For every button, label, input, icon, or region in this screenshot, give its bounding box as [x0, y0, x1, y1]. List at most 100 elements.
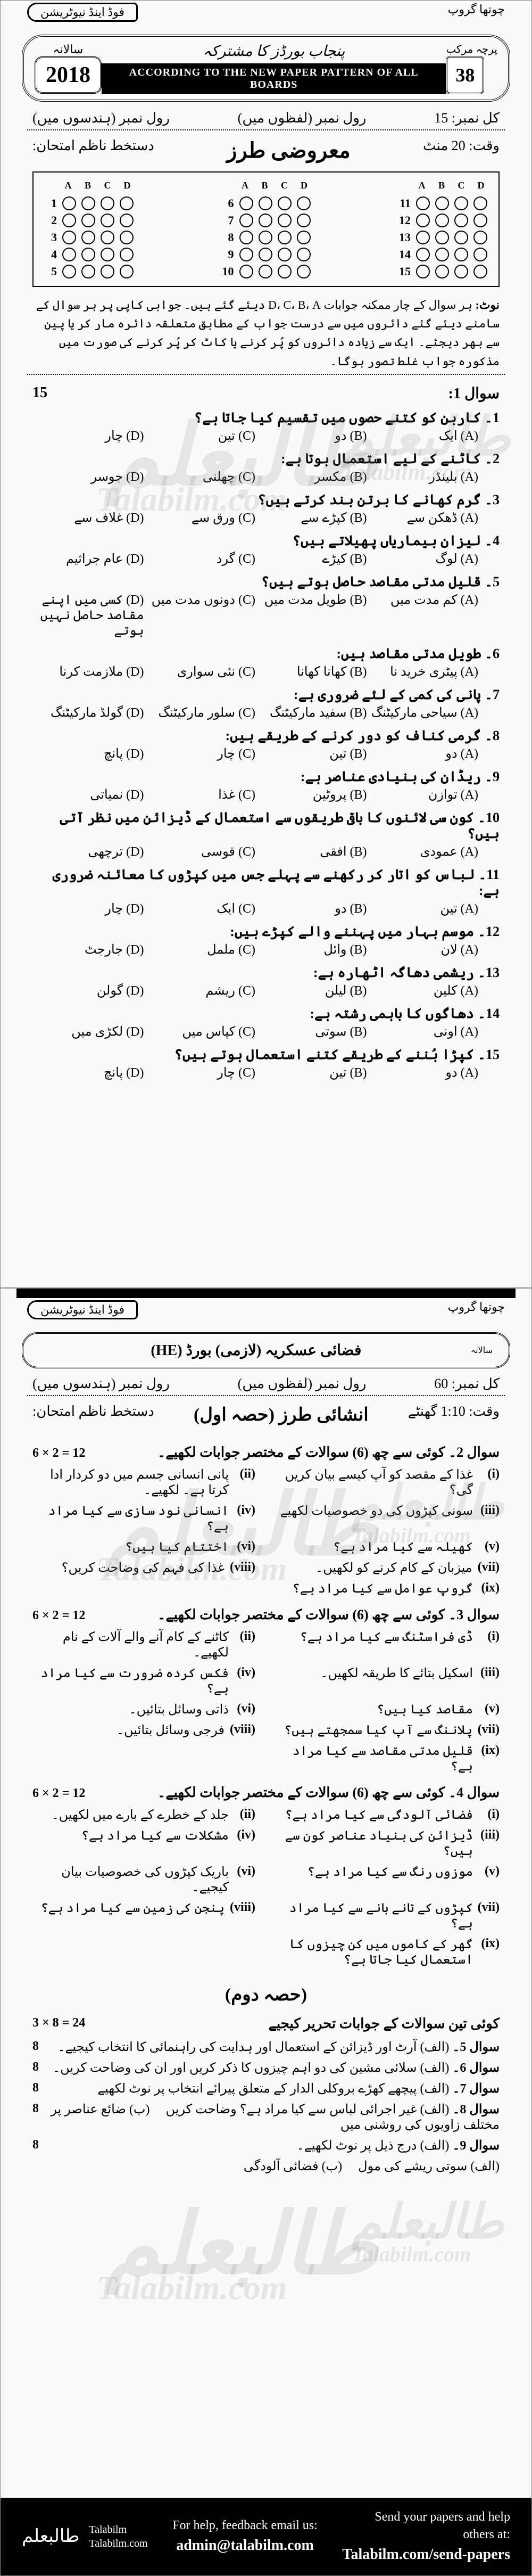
- omr-bubble[interactable]: [62, 265, 76, 278]
- footer-url[interactable]: Talabilm.com/send-papers: [342, 2546, 510, 2563]
- omr-bubble[interactable]: [416, 214, 430, 227]
- sig2-label: دستخط ناظم امتحان:: [32, 1404, 154, 1425]
- divider: [27, 374, 505, 375]
- omr-bubble[interactable]: [239, 231, 253, 244]
- omr-bubble[interactable]: [259, 196, 272, 210]
- omr-bubble[interactable]: [259, 214, 272, 227]
- omr-bubble[interactable]: [62, 248, 76, 261]
- omr-bubble[interactable]: [81, 214, 95, 227]
- omr-bubble[interactable]: [473, 214, 487, 227]
- omr-bubble[interactable]: [81, 196, 95, 210]
- omr-bubble[interactable]: [416, 196, 430, 210]
- sq-text: سونی کپڑوں کی دو خصوصیات لکھیے: [280, 1503, 473, 1534]
- omr-bubble[interactable]: [259, 248, 272, 261]
- top-strip: فوڈ اینڈ نیوٹریشن چوتھا گروپ: [1, 1, 531, 24]
- omr-bubble[interactable]: [101, 248, 114, 261]
- info2-row-1: کل نمبر: 60 رول نمبر (لفظوں میں) رول نمب…: [1, 1373, 531, 1395]
- sq-grid: (i)فضائی آلودگی سے کیا مراد ہے؟(ii)جلد ک…: [32, 1807, 500, 1967]
- omr-bubble[interactable]: [454, 231, 468, 244]
- sq-text: فضائی آلودگی سے کیا مراد ہے؟: [285, 1807, 473, 1823]
- mcq-item: 14۔ دھاگوں کا باہمی رشتہ ہے:(A) اونی(B) …: [32, 1006, 500, 1039]
- omr-bubble[interactable]: [120, 248, 134, 261]
- omr-bubble[interactable]: [259, 231, 272, 244]
- omr-bubble[interactable]: [101, 196, 114, 210]
- omr-bubble[interactable]: [473, 196, 487, 210]
- footer-right: Send your papers and help others at: Tal…: [342, 2508, 510, 2565]
- omr-bubble[interactable]: [297, 265, 311, 278]
- omr-bubble[interactable]: [473, 265, 487, 278]
- long-q-row: سوال 7۔ (الف) پیچھے کھڑے بروکلی الدار کے…: [32, 2081, 500, 2096]
- omr-bubble[interactable]: [435, 214, 449, 227]
- omr-bubble[interactable]: [416, 231, 430, 244]
- omr-row: 10: [221, 265, 311, 278]
- sq-heading: سوال 3۔ کوئی سے چھ (6) سوالات کے مختصر ج…: [32, 1607, 500, 1623]
- omr-col-label: C: [278, 180, 292, 191]
- omr-bubble[interactable]: [278, 265, 292, 278]
- omr-bubble[interactable]: [297, 196, 311, 210]
- sq-num: (vii): [478, 1560, 500, 1576]
- omr-bubble[interactable]: [239, 214, 253, 227]
- omr-bubble[interactable]: [435, 248, 449, 261]
- omr-bubble[interactable]: [473, 248, 487, 261]
- sq-num: (ix): [478, 1937, 500, 1967]
- sq-heading-text: سوال 2۔ کوئی سے چھ (6) سوالات کے مختصر ج…: [157, 1445, 500, 1461]
- omr-bubble[interactable]: [297, 248, 311, 261]
- mcq-option: (A) ڈھکن سے: [367, 510, 479, 526]
- footer-email[interactable]: admin@talabilm.com: [176, 2537, 314, 2554]
- omr-bubble[interactable]: [239, 265, 253, 278]
- omr-bubble[interactable]: [62, 214, 76, 227]
- mcq-option: (C) ریشم: [144, 983, 256, 998]
- omr-bubble[interactable]: [416, 265, 430, 278]
- omr-bubble[interactable]: [120, 231, 134, 244]
- omr-bubble[interactable]: [473, 231, 487, 244]
- sq-item: (v)کھیلہ سے کیا مراد ہے؟: [277, 1539, 500, 1555]
- sq-num: (iv): [234, 1828, 255, 1859]
- omr-bubble[interactable]: [239, 248, 253, 261]
- omr-bubble[interactable]: [259, 265, 272, 278]
- omr-row: 15: [398, 265, 488, 278]
- sq-text: موزوں رنگ سے کیا مراد ہے؟: [307, 1864, 473, 1895]
- mcq-stem: 5۔ قلیل مدتی مقاصد حاصل ہوتے ہیں؟: [32, 574, 500, 590]
- sq-item: (v)موزوں رنگ سے کیا مراد ہے؟: [277, 1864, 500, 1895]
- omr-bubble[interactable]: [81, 265, 95, 278]
- omr-bubble[interactable]: [435, 231, 449, 244]
- mcq-option: (C) ایک: [144, 901, 256, 916]
- omr-bubble[interactable]: [101, 265, 114, 278]
- sq-text: پانی انسانی جسم میں دو کردار ادا کرتا ہے…: [32, 1467, 229, 1498]
- omr-bubble[interactable]: [454, 265, 468, 278]
- omr-grid: ABCD12345ABCD678910ABCD1112131415: [32, 171, 500, 287]
- omr-bubble[interactable]: [62, 196, 76, 210]
- omr-bubble[interactable]: [416, 248, 430, 261]
- sq-text: فکس کردہ ضرورت سے کیا مراد ہے؟: [32, 1666, 229, 1696]
- omr-bubble[interactable]: [81, 231, 95, 244]
- omr-bubble[interactable]: [120, 265, 134, 278]
- sq-item: (ix)گھر کے کاموں میں کن چیزوں کا استعمال…: [277, 1937, 500, 1967]
- omr-bubble[interactable]: [435, 265, 449, 278]
- sq-heading-text: سوال 3۔ کوئی سے چھ (6) سوالات کے مختصر ج…: [157, 1607, 500, 1623]
- omr-bubble[interactable]: [120, 196, 134, 210]
- omr-bubble[interactable]: [101, 214, 114, 227]
- omr-bubble[interactable]: [454, 248, 468, 261]
- watermark-urdu-5: طالبعلم: [107, 2194, 378, 2294]
- omr-q-num: 5: [44, 265, 57, 278]
- sq-item: (i)غذا کے مقصد کو آپ کیسے بیان کریں گی؟: [277, 1467, 500, 1498]
- omr-bubble[interactable]: [454, 214, 468, 227]
- omr-bubble[interactable]: [101, 231, 114, 244]
- mcq-options: (A) لوگ(B) کیڑے(C) گرد(D) عام جراثیم: [32, 551, 500, 567]
- omr-bubble[interactable]: [454, 196, 468, 210]
- sq-num: (i): [478, 1629, 500, 1660]
- mcq-option: (C) قوسی: [144, 844, 256, 859]
- omr-bubble[interactable]: [278, 231, 292, 244]
- omr-bubble[interactable]: [62, 231, 76, 244]
- omr-bubble[interactable]: [239, 196, 253, 210]
- sq-text: غذا کے مقصد کو آپ کیسے بیان کریں گی؟: [277, 1467, 473, 1498]
- omr-bubble[interactable]: [120, 214, 134, 227]
- omr-bubble[interactable]: [435, 196, 449, 210]
- omr-q-num: 14: [398, 248, 411, 261]
- omr-bubble[interactable]: [297, 231, 311, 244]
- omr-bubble[interactable]: [297, 214, 311, 227]
- omr-bubble[interactable]: [278, 214, 292, 227]
- omr-bubble[interactable]: [278, 248, 292, 261]
- omr-bubble[interactable]: [278, 196, 292, 210]
- omr-bubble[interactable]: [81, 248, 95, 261]
